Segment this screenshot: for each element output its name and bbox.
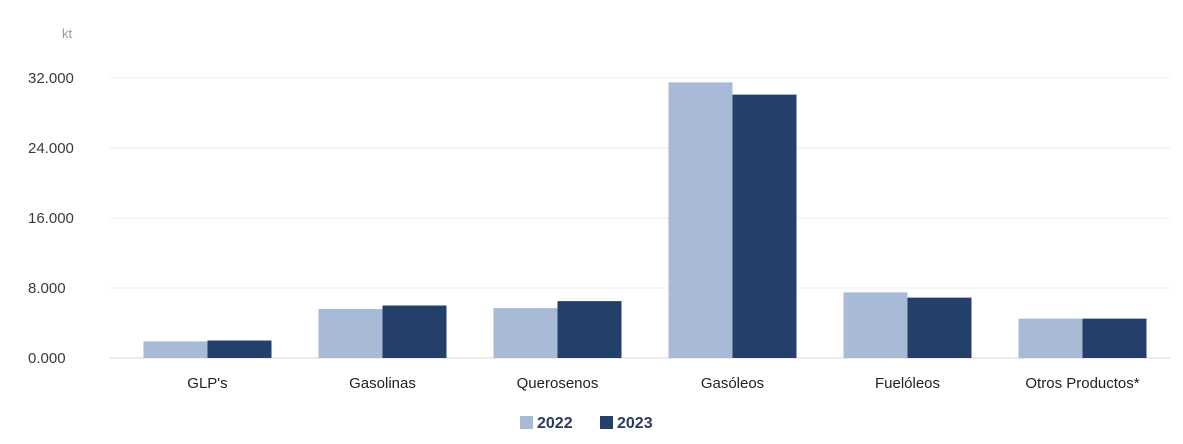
x-category-label: Fuelóleos [875,375,940,392]
bar-2022-4 [843,292,908,358]
bar-2022-2 [493,308,558,358]
y-tick-label: 32.000 [28,70,74,87]
y-tick-label: 24.000 [28,140,74,157]
y-tick-label: 16.000 [28,210,74,227]
y-tick-label: 8.000 [28,280,66,297]
legend-swatch-2023 [600,416,613,429]
grid-lines [110,77,1170,359]
bar-2023-3 [732,94,797,358]
bar-2023-0 [207,340,272,358]
x-category-label: GLP's [187,375,227,392]
bar-2023-4 [907,297,972,358]
x-axis-categories: GLP's Gasolinas Querosenos Gasóleos Fuelóleo… [187,375,1139,392]
x-category-label: Gasolinas [349,375,416,392]
bar-2023-1 [382,305,447,358]
x-category-label: Querosenos [517,375,599,392]
bars [143,82,1147,358]
legend-label-2022: 2022 [537,415,573,432]
bar-2023-5 [1082,318,1147,358]
legend: 2022 2023 [520,415,653,432]
y-axis-ticks: 0.000 8.000 16.000 24.000 32.000 [28,70,74,367]
y-axis-unit-label: kt [62,26,73,41]
x-category-label: Otros Productos* [1025,375,1139,392]
legend-swatch-2022 [520,416,533,429]
bar-2022-3 [668,82,733,358]
bar-2022-5 [1018,318,1083,358]
y-tick-label: 0.000 [28,350,66,367]
bar-2022-0 [143,341,208,358]
bar-2022-1 [318,309,383,358]
x-category-label: Gasóleos [701,375,764,392]
bar-2023-2 [557,301,622,358]
legend-label-2023: 2023 [617,415,653,432]
